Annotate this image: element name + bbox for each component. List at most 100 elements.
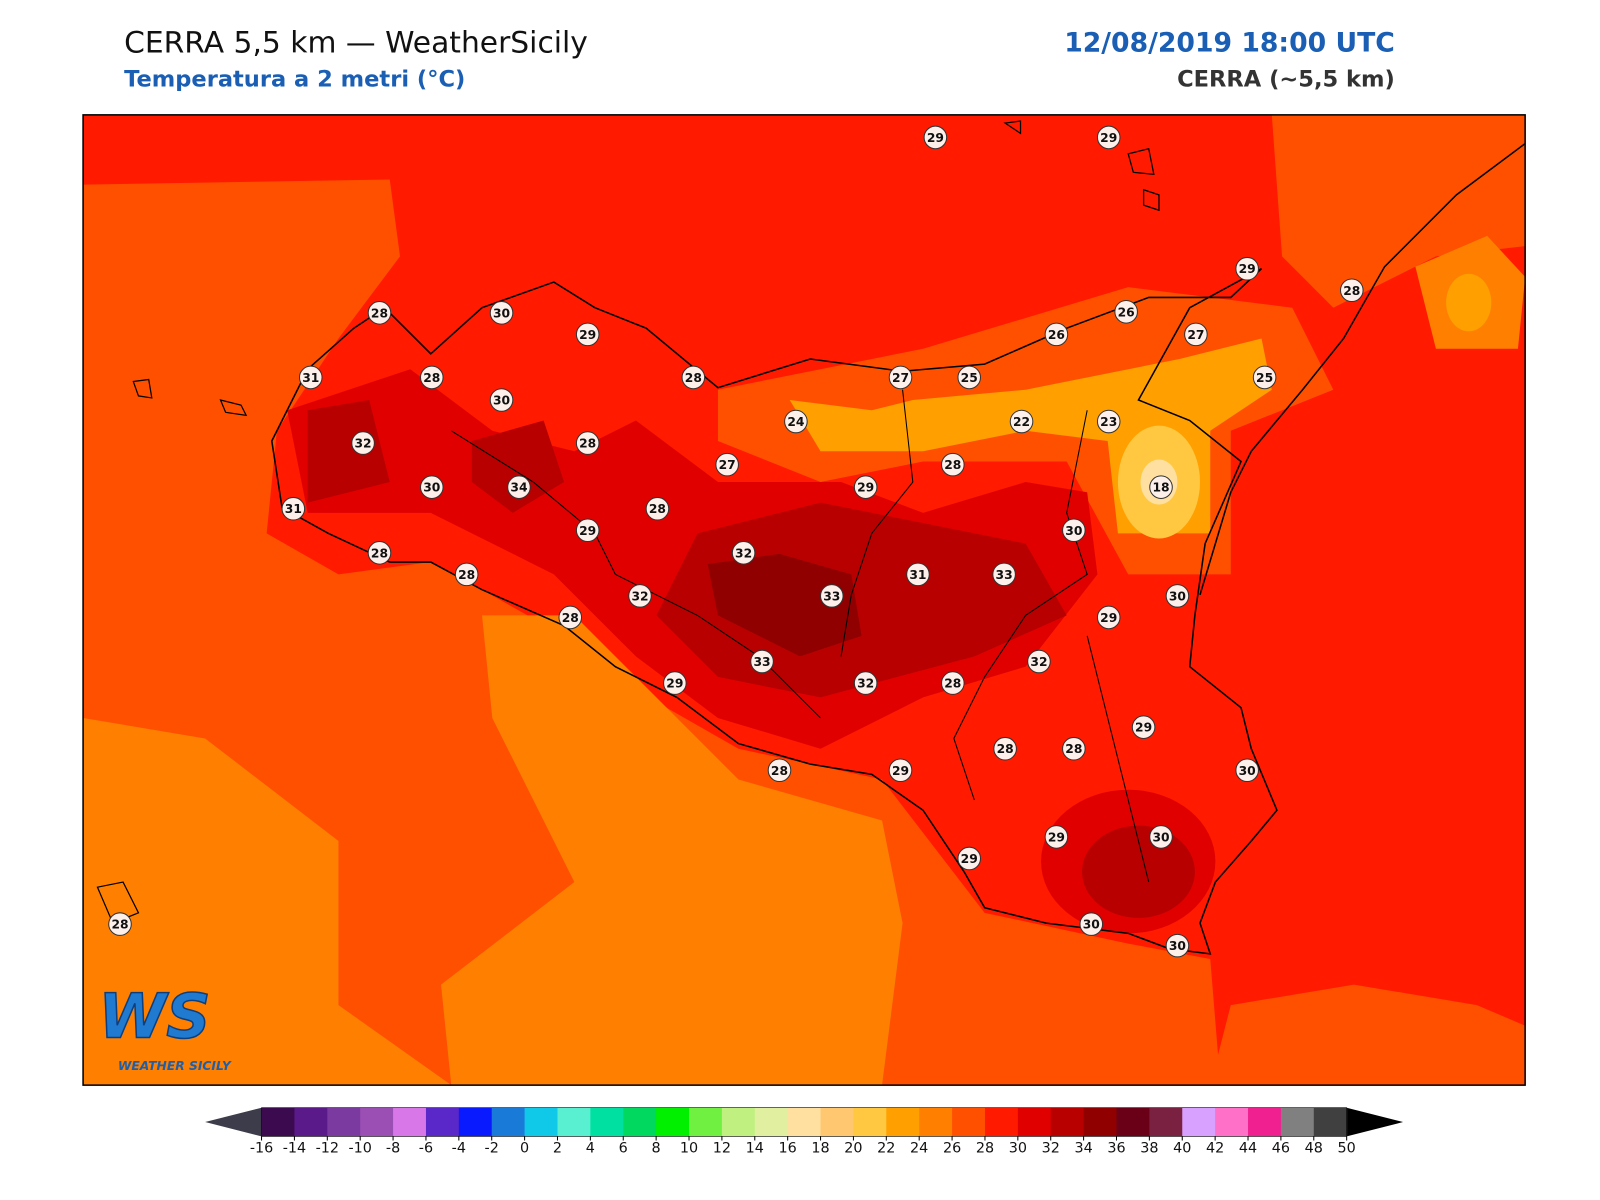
- station-value: 32: [857, 677, 874, 691]
- station-marker: [1235, 758, 1259, 783]
- station-value: 28: [1065, 742, 1082, 756]
- colorbar-tick-label: 22: [877, 1141, 895, 1157]
- colorbar-box: [1116, 1107, 1150, 1137]
- colorbar-tick-label: 20: [844, 1141, 862, 1157]
- station-marker: [558, 605, 583, 630]
- station-marker: [992, 562, 1016, 587]
- colorbar-tick-label: 48: [1305, 1141, 1323, 1157]
- station-marker: [888, 365, 913, 390]
- colorbar-box: [886, 1107, 920, 1137]
- station-marker: [853, 475, 878, 499]
- station-marker: [489, 301, 514, 325]
- station-marker: [906, 562, 930, 587]
- station-marker: [715, 452, 739, 477]
- colorbar-box: [689, 1107, 723, 1137]
- colorbar-tick-label: 36: [1107, 1141, 1125, 1157]
- colorbar-tick-label: -2: [485, 1141, 499, 1157]
- station-value: 29: [927, 131, 944, 145]
- station-value: 29: [1135, 721, 1152, 735]
- colorbar-box: [1313, 1107, 1348, 1137]
- station-marker: [941, 671, 965, 695]
- station-value: 30: [1169, 939, 1186, 953]
- colorbar-box: [623, 1107, 657, 1137]
- colorbar-tick-label: 10: [680, 1141, 698, 1157]
- colorbar-box: [984, 1107, 1019, 1137]
- station-marker: [1149, 475, 1173, 499]
- colorbar-tick-label: 0: [520, 1141, 529, 1157]
- station-value: 29: [1239, 262, 1256, 276]
- colorbar-box: [458, 1107, 493, 1137]
- station-value: 29: [961, 852, 978, 866]
- station-value: 27: [719, 458, 736, 472]
- station-marker: [367, 301, 392, 325]
- station-value: 29: [857, 481, 874, 495]
- station-marker: [1027, 649, 1051, 674]
- station-marker: [888, 758, 913, 783]
- station-marker: [575, 322, 600, 347]
- colorbar-tick-label: -6: [419, 1141, 433, 1157]
- colorbar-tick-label: -16: [250, 1141, 273, 1157]
- colorbar-tick-label: 4: [586, 1141, 595, 1157]
- station-marker: [1079, 912, 1104, 936]
- colorbar-tick-label: -14: [283, 1141, 306, 1157]
- station-value: 31: [285, 502, 302, 516]
- station-value: 34: [510, 481, 527, 495]
- colorbar-box: [557, 1107, 591, 1137]
- colorbar-box: [1083, 1107, 1118, 1137]
- colorbar-box: [360, 1107, 394, 1137]
- station-marker: [351, 431, 375, 455]
- station-marker: [1235, 256, 1259, 281]
- station-value: 30: [493, 394, 510, 408]
- colorbar-box: [820, 1107, 854, 1137]
- station-value: 22: [1013, 415, 1030, 429]
- colorbar-box: [1182, 1107, 1216, 1137]
- colorbar-box: [425, 1107, 460, 1137]
- colorbar-box: [787, 1107, 822, 1137]
- colorbar-box: [491, 1107, 526, 1137]
- station-marker: [957, 365, 982, 390]
- station-marker: [1165, 584, 1190, 608]
- station-value: 30: [1083, 918, 1100, 932]
- colorbar-box: [1280, 1107, 1315, 1137]
- colorbar-tick-label: 34: [1074, 1141, 1092, 1157]
- station-marker: [853, 671, 878, 695]
- colorbar-tick-label: 14: [746, 1141, 764, 1157]
- station-value: 29: [579, 328, 596, 342]
- station-marker: [628, 584, 652, 608]
- station-value: 30: [1169, 589, 1186, 603]
- temperature-field: [83, 114, 1526, 1086]
- station-value: 24: [787, 415, 804, 429]
- station-value: 32: [355, 437, 372, 451]
- station-marker: [645, 496, 670, 521]
- subtitle: Temperatura a 2 metri (°C): [124, 67, 465, 93]
- station-marker: [941, 452, 965, 477]
- station-value: 29: [666, 677, 683, 691]
- model-label: CERRA (~5,5 km): [1177, 67, 1395, 93]
- colorbar-tick-label: -8: [386, 1141, 400, 1157]
- colorbar-box: [853, 1107, 887, 1137]
- colorbar-over: [1346, 1107, 1404, 1137]
- colorbar-tick-label: 16: [779, 1141, 797, 1157]
- station-value: 30: [423, 481, 440, 495]
- colorbar-tick-label: 28: [976, 1141, 994, 1157]
- station-marker: [819, 584, 844, 608]
- station-value: 28: [685, 371, 702, 385]
- stations: 28 30 29 28 31 28 30 32 28 27 24 30 34 31 29 28 28 28 32 32…: [108, 125, 1364, 958]
- station-value: 25: [1256, 371, 1273, 385]
- station-value: 33: [753, 655, 770, 669]
- station-marker: [1339, 278, 1364, 303]
- station-marker: [1165, 933, 1190, 958]
- station-value: 28: [771, 764, 788, 778]
- station-value: 32: [1030, 655, 1047, 669]
- colorbar-tick-label: 2: [553, 1141, 562, 1157]
- colorbar-tick-label: 8: [652, 1141, 661, 1157]
- station-value: 29: [579, 524, 596, 538]
- station-marker: [957, 846, 982, 871]
- station-marker: [298, 365, 323, 390]
- title: CERRA 5,5 km — WeatherSicily: [124, 26, 588, 61]
- colorbar-tick-label: 38: [1140, 1141, 1158, 1157]
- colorbar-box: [393, 1107, 427, 1137]
- station-marker: [1114, 300, 1138, 324]
- colorbar-tick-label: 42: [1206, 1141, 1224, 1157]
